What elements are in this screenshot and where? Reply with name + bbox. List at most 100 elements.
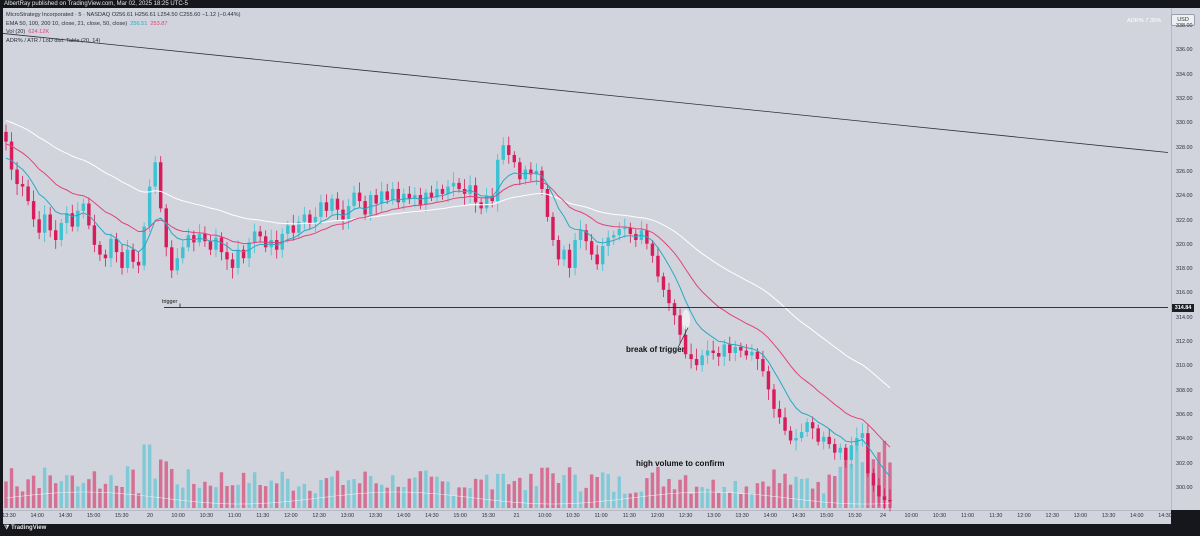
time-tick-label: 10:00 [171,513,185,519]
volume-bar [26,479,30,508]
time-tick-label: 13:30 [2,513,16,519]
volume-bar [291,490,296,508]
volume-bar [103,483,108,508]
time-tick-label: 15:00 [453,513,467,519]
volume-bar [241,472,246,508]
volume-bar [816,481,820,508]
time-tick-label: 12:00 [1017,513,1031,519]
volume-bar [87,479,91,508]
legend-adr-label[interactable]: ADR% / ATR / LoD dist. Table (20, 14) [6,37,101,44]
candle-body [186,235,191,248]
volume-bar [402,486,406,508]
time-tick-label: 13:30 [1101,513,1116,519]
candle-body [755,351,760,360]
candle-body [507,145,511,155]
candle-body [9,141,14,170]
candle-body [131,249,135,262]
time-axis[interactable] [3,510,1171,525]
candle-body [20,184,25,187]
price-tick-label: 316.00 [1176,290,1193,297]
candle-body [761,359,765,372]
candle-body [396,188,400,203]
volume-bar [556,483,561,508]
volume-bar [435,476,439,508]
candle-body [518,162,522,180]
candle-body [402,193,406,203]
volume-bar [98,488,102,508]
legend-ema-label[interactable]: EMA 50, 100, 200 10, close, 21, close, 5… [6,20,128,27]
candle-body [810,422,815,429]
volume-bar [567,467,572,508]
volume-bar [76,486,80,508]
candle-body [457,182,461,189]
volume-bar [794,476,798,508]
candle-body [4,131,8,142]
volume-bar [799,478,804,508]
volume-bar [578,491,583,508]
volume-bar [418,471,423,508]
volume-bar [617,476,621,508]
volume-bar [860,462,865,508]
ema-fast-line [5,157,891,477]
candle-body [711,350,715,353]
tradingview-logo: ⧩ TradingView [4,525,46,532]
price-tick-label: 322.00 [1176,217,1193,224]
volume-bar [313,493,318,508]
volume-bar [319,480,323,508]
volume-bar [656,466,660,508]
price-tick-label: 308.00 [1176,387,1193,394]
candle-body [363,201,367,215]
candle-body [672,303,677,316]
time-tick-label: 11:30 [989,513,1003,519]
volume-bar [717,492,721,508]
volume-bar [772,469,776,508]
volume-bar [280,471,284,508]
candle-body [81,203,86,211]
volume-bar [551,473,555,508]
candle-body [385,191,389,200]
volume-bar [788,484,793,508]
volume-bar [507,484,511,508]
footer-brand: TradingView [11,525,47,531]
legend-vol-value: 624.12K [28,29,50,35]
candle-body [48,214,52,231]
candle-body [341,209,345,220]
candle-body [490,196,494,202]
legend-title[interactable]: MicroStrategy Incorporated · 5 · NASDAQ … [6,12,241,18]
volume-bar [4,481,8,508]
candle-body [540,170,544,189]
candle-body [26,186,30,202]
volume-bar [114,485,119,508]
candle-body [203,233,207,242]
candle-body [15,169,19,185]
candle-body [346,205,351,220]
time-tick-label: 12:30 [312,513,326,519]
candle-body [882,496,887,500]
candle-body [623,227,627,230]
candle-body [838,447,842,453]
volume-bar [821,493,826,508]
candle-body [661,276,666,290]
volume-bar [534,486,539,508]
time-tick-label: 13:00 [1073,513,1088,519]
volume-bar [42,467,47,508]
time-tick-label: 14:30 [1158,513,1172,519]
volume-bar [562,474,566,508]
candle-body [125,249,130,268]
volume-bar [457,487,461,508]
legend-ema-mid-value: 253.87 [150,20,168,27]
volume-bar [501,473,505,508]
price-tick-label: 314.00 [1176,314,1193,321]
legend-vol-row: Vol (20) 624.12K [6,28,240,37]
candle-body [302,214,307,222]
price-axis[interactable] [1171,8,1200,510]
legend-vol-label[interactable]: Vol (20) [6,29,26,35]
currency-button[interactable]: USD [1171,14,1195,26]
time-tick-label: 24 [880,513,887,519]
plot-area[interactable] [3,8,1171,510]
candle-body [545,188,550,217]
price-tick-label: 336.00 [1176,47,1193,54]
volume-bar [70,475,75,508]
time-tick-label: 11:30 [256,513,270,519]
